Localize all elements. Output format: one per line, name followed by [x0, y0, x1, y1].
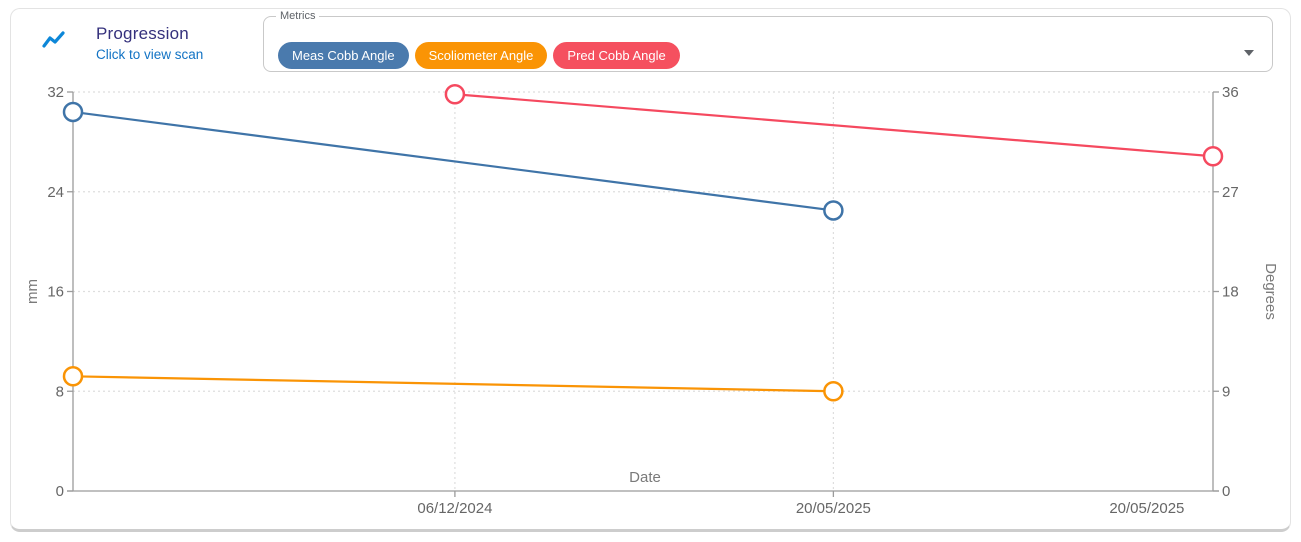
scoliometer-angle-point[interactable] [62, 366, 84, 387]
chevron-down-icon[interactable] [1244, 50, 1254, 56]
metrics-label: Metrics [280, 10, 316, 22]
metric-chip[interactable]: Scoliometer Angle [414, 42, 548, 69]
metrics-select[interactable]: Metrics Meas Cobb Angle Scoliometer Angle… [263, 10, 1273, 72]
metric-chip[interactable]: Pred Cobb Angle [553, 42, 680, 69]
metric-chip[interactable]: Meas Cobb Angle [278, 42, 409, 69]
meas-cobb-angle-point[interactable] [62, 101, 84, 123]
progression-card: Progression Click to view scan Metrics M… [10, 8, 1291, 532]
pred-cobb-angle-point[interactable] [444, 83, 466, 105]
pred-cobb-angle-point[interactable] [1202, 146, 1224, 167]
trend-line-icon [42, 31, 65, 48]
view-scan-link[interactable]: Click to view scan [96, 47, 204, 62]
scoliometer-angle-point[interactable] [823, 381, 844, 402]
metric-chip-list: Meas Cobb Angle Scoliometer Angle Pred Cob… [278, 42, 680, 69]
page-title: Progression [96, 24, 189, 43]
meas-cobb-angle-point[interactable] [823, 200, 844, 221]
